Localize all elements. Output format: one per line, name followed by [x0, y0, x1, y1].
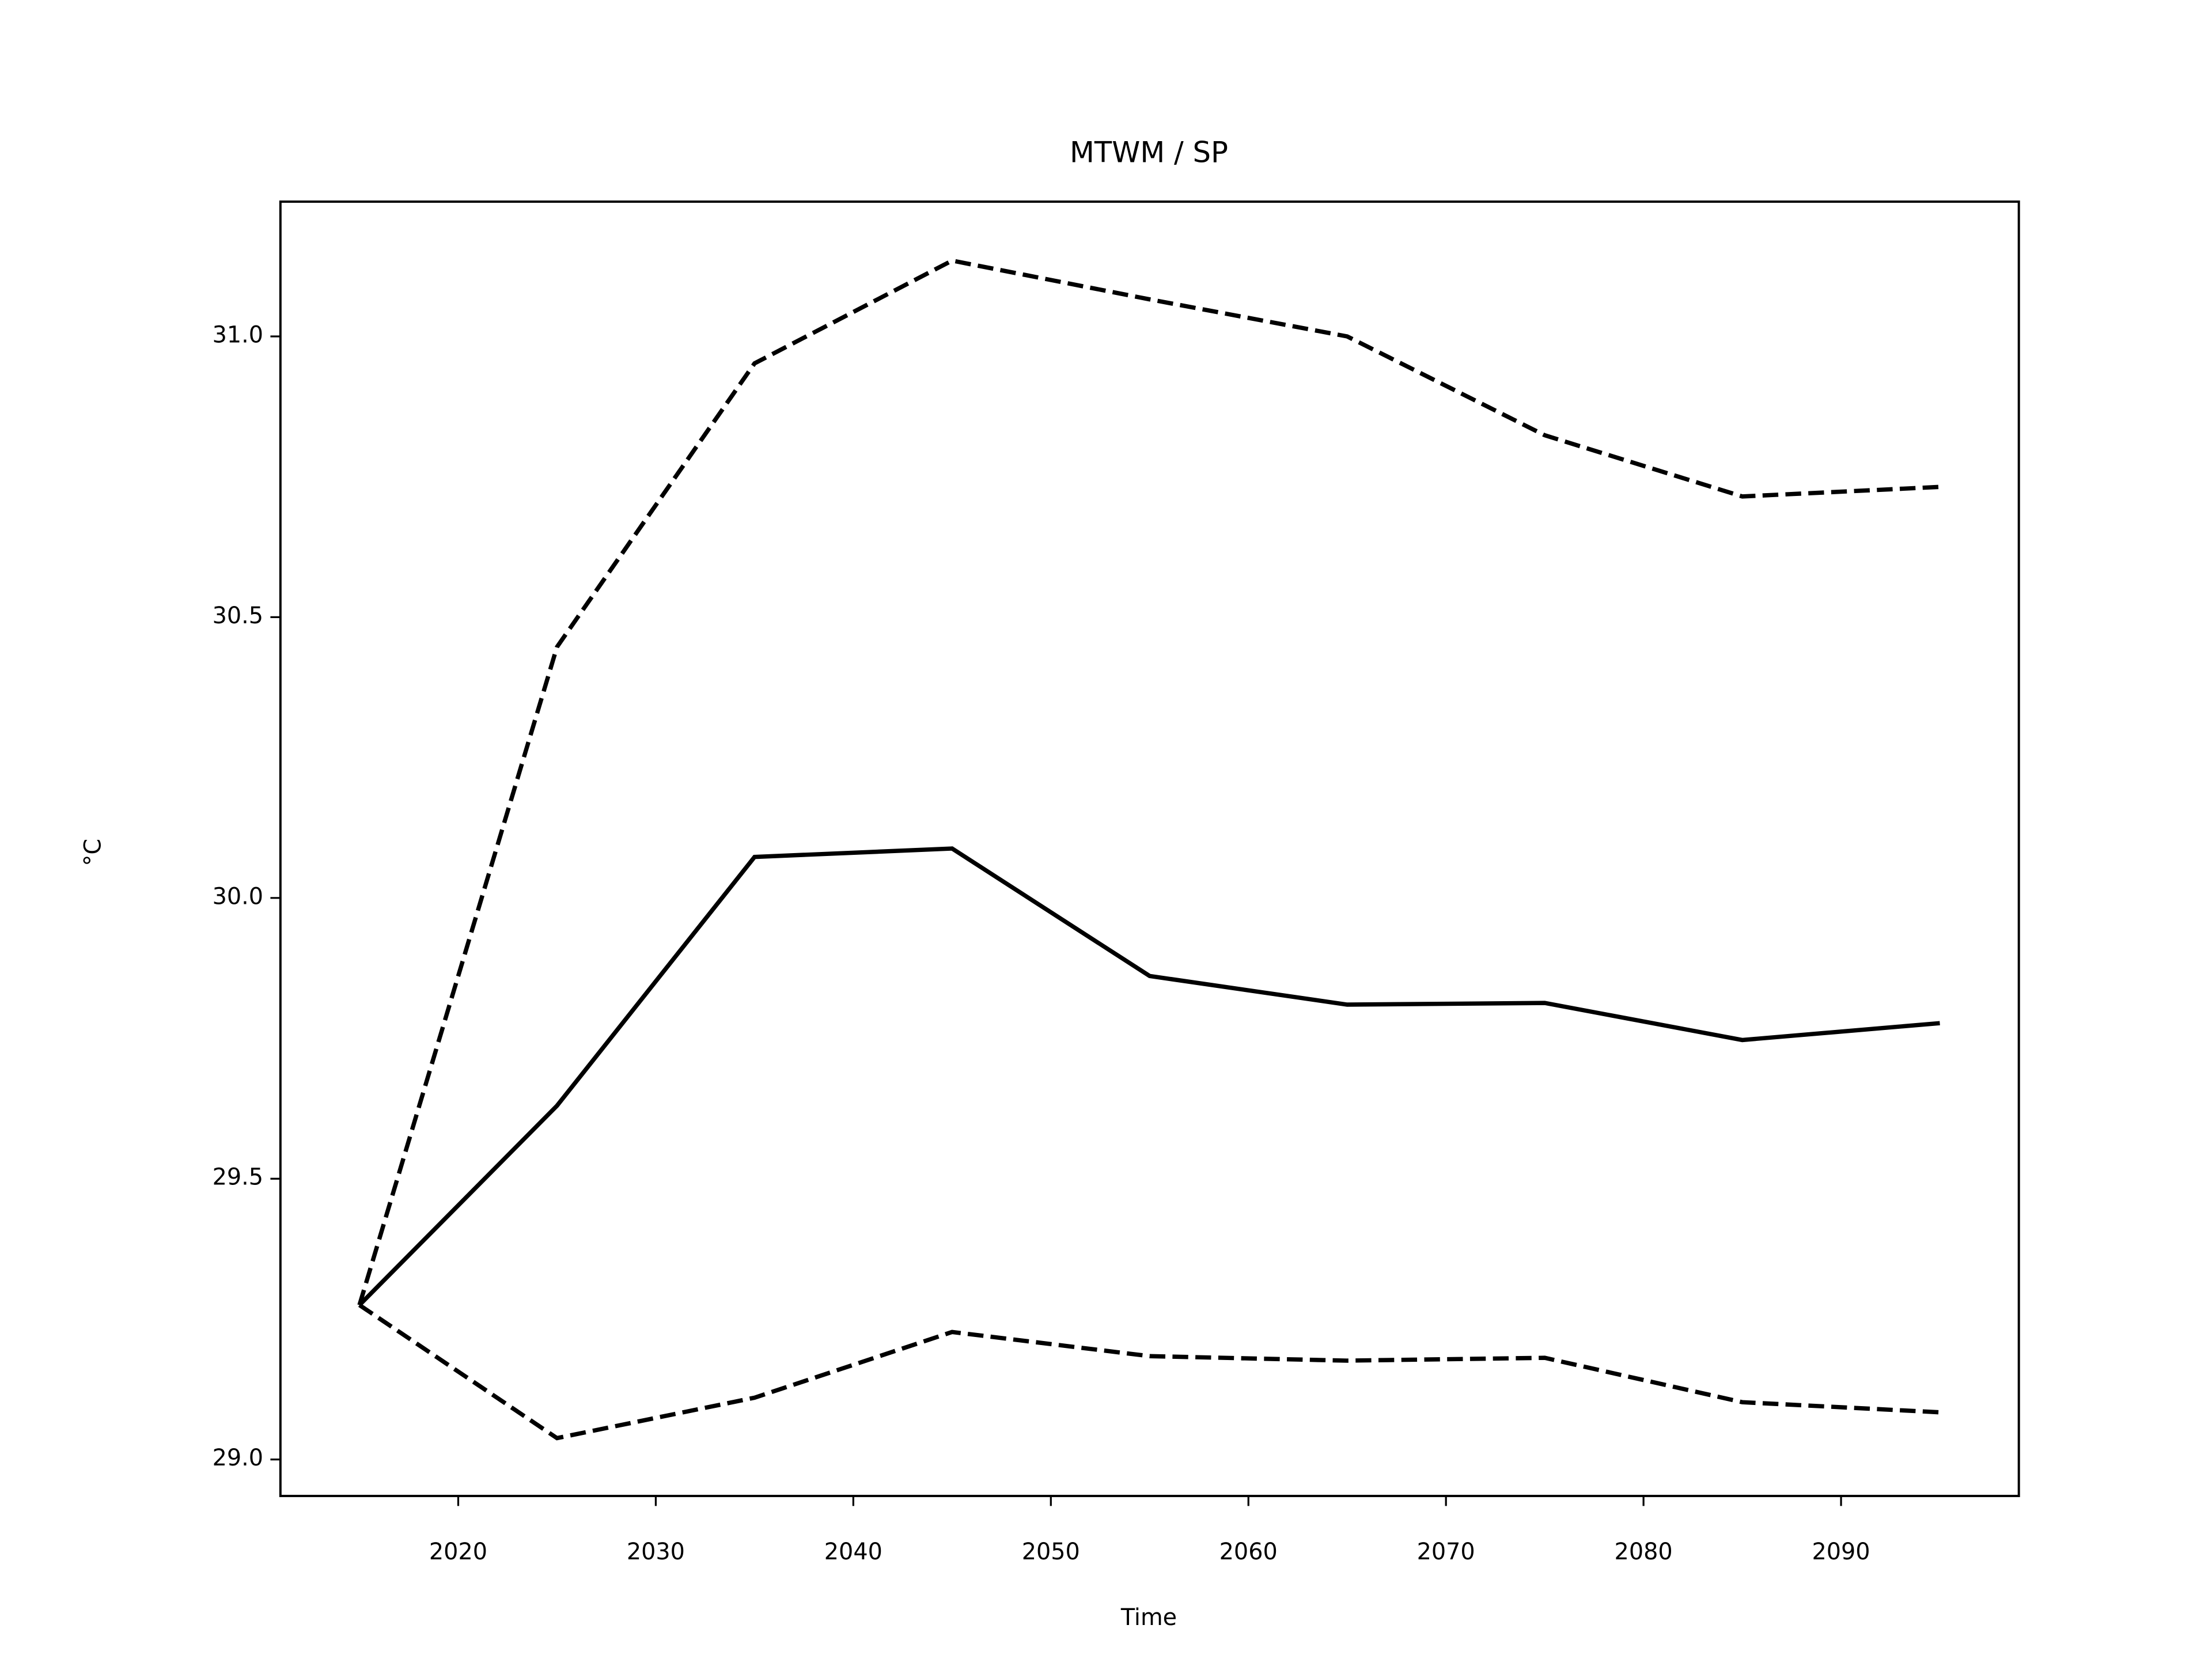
series-line [358, 1303, 1940, 1441]
y-tick-label: 29.0 [213, 1445, 263, 1471]
x-tick-label: 2020 [429, 1539, 487, 1565]
y-tick-label: 31.0 [213, 322, 263, 349]
x-tick-label: 2090 [1812, 1539, 1870, 1565]
x-tick-label: 2040 [824, 1539, 882, 1565]
x-tick-label: 2080 [1615, 1539, 1673, 1565]
y-axis-label: °C [79, 839, 106, 866]
x-tick-label: 2070 [1417, 1539, 1475, 1565]
plot-frame [279, 200, 2020, 1497]
series-line [358, 846, 1940, 1307]
y-tick-label: 29.5 [213, 1164, 263, 1191]
x-axis-label: Time [1120, 1604, 1177, 1631]
chart-title: MTWM / SP [1070, 136, 1228, 169]
x-tick-label: 2030 [627, 1539, 685, 1565]
x-tick-label: 2050 [1022, 1539, 1080, 1565]
y-tick-label: 30.0 [213, 883, 263, 910]
y-tick-label: 30.5 [213, 603, 263, 629]
x-tick-label: 2060 [1219, 1539, 1278, 1565]
series-line [357, 258, 1940, 1306]
